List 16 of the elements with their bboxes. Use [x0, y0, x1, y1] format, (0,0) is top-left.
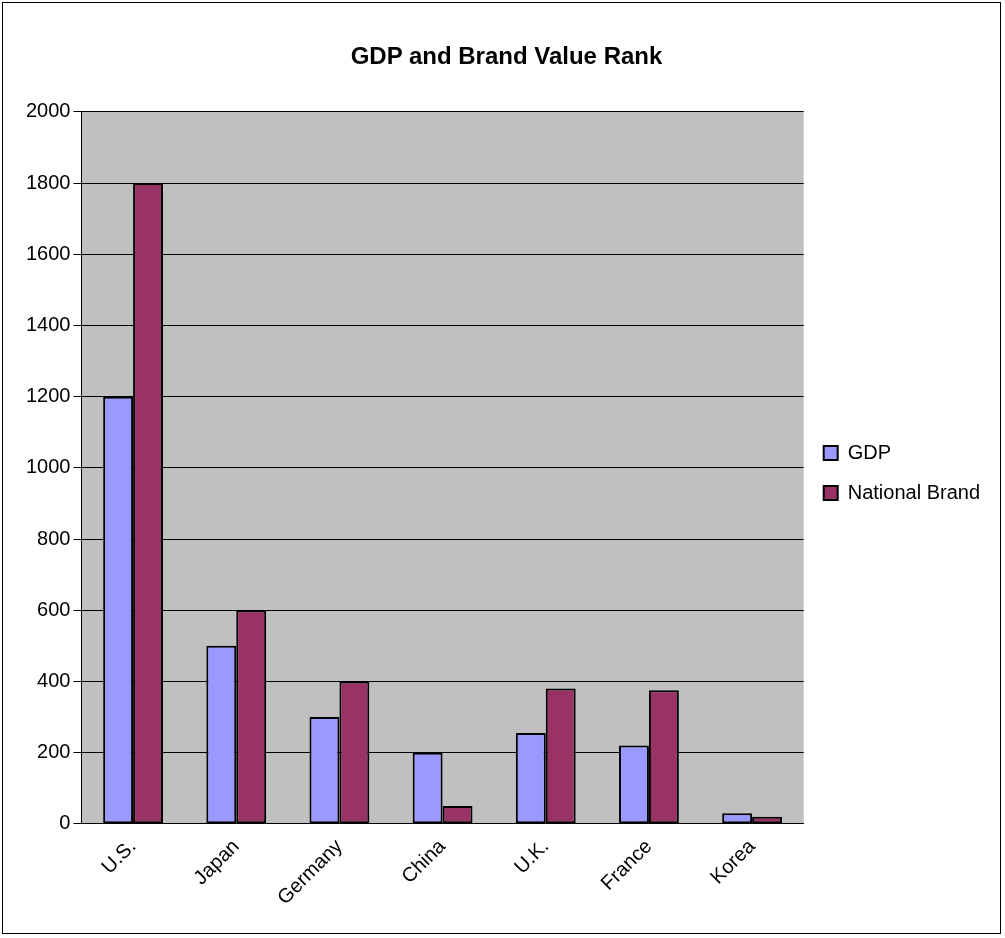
y-tick-label: 1400: [25, 312, 71, 335]
y-tick-label: 1800: [25, 170, 71, 193]
y-tick-label: 400: [37, 668, 71, 691]
chart-title: GDP and Brand Value Rank: [350, 42, 663, 70]
x-tick-label: U.K.: [509, 834, 553, 878]
y-tick-label: 600: [37, 597, 71, 620]
y-tick-label: 800: [37, 526, 71, 549]
legend-label: National Brand: [847, 480, 981, 503]
y-tick-label: 2000: [25, 99, 71, 122]
x-tick-label: U.S.: [96, 834, 140, 878]
y-tick-label: 0: [59, 811, 71, 834]
y-tick-label: 1200: [25, 384, 71, 407]
y-tick-label: 1000: [25, 455, 71, 478]
y-tick-label: 1600: [25, 241, 71, 264]
y-tick-label: 200: [37, 740, 71, 763]
legend-label: GDP: [847, 440, 892, 463]
